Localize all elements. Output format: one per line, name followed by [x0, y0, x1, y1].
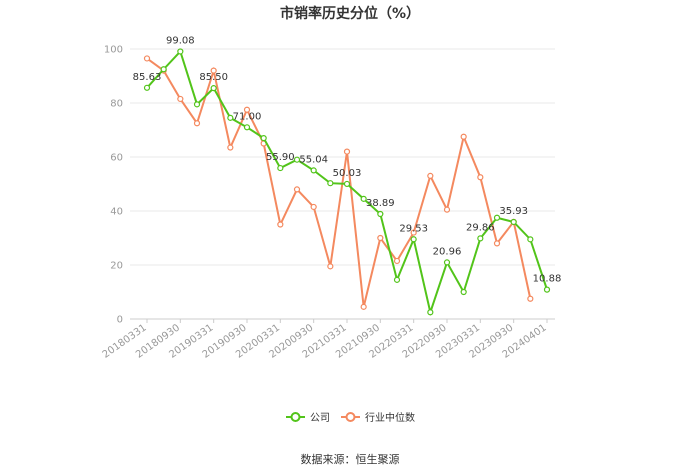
data-point — [427, 172, 434, 179]
data-point — [510, 218, 517, 226]
data-point — [377, 234, 384, 242]
data-point — [343, 148, 351, 155]
y-axis: 0 20 40 60 80 100 — [104, 45, 123, 326]
data-label: 55.90 — [266, 152, 295, 163]
data-point — [377, 210, 384, 218]
data-point — [193, 101, 201, 108]
data-point — [310, 203, 317, 211]
data-point — [210, 67, 217, 74]
data-point — [410, 229, 417, 236]
data-label: 20.96 — [433, 246, 462, 257]
data-point — [227, 114, 234, 121]
data-labels: 85.63 99.08 85.50 71.00 55.90 55.04 50.03 38.89… — [133, 35, 562, 284]
legend-marker-industry-median — [345, 412, 356, 422]
source-note: 数据来源：恒生聚源 — [301, 452, 400, 466]
data-point — [493, 214, 501, 221]
chart-title: 市销率历史分位（%） — [280, 5, 420, 22]
data-point — [227, 144, 234, 151]
data-point — [260, 135, 267, 142]
data-point — [327, 180, 334, 187]
data-point — [493, 240, 501, 247]
data-label: 85.63 — [133, 72, 162, 83]
x-axis: 2018033120180930201903312019093020200331… — [101, 319, 549, 361]
legend: 公司 行业中位数 — [286, 411, 415, 424]
data-point — [527, 295, 534, 302]
data-point — [410, 236, 417, 243]
data-point — [210, 85, 217, 92]
data-point — [277, 164, 284, 172]
data-point — [427, 309, 434, 316]
data-point — [393, 257, 401, 265]
y-tick-label: 60 — [110, 153, 123, 164]
data-point — [293, 156, 301, 163]
data-point — [143, 84, 151, 91]
data-point — [543, 286, 551, 293]
y-tick-label: 40 — [110, 207, 123, 218]
legend-item-company[interactable]: 公司 — [286, 412, 330, 424]
data-point — [243, 124, 251, 131]
data-point — [443, 206, 451, 213]
grid — [130, 48, 555, 320]
data-point — [460, 133, 467, 140]
data-point — [460, 288, 467, 296]
data-label: 38.89 — [366, 198, 395, 209]
data-label: 29.86 — [466, 222, 495, 233]
data-point — [193, 120, 201, 127]
data-point — [277, 221, 284, 228]
data-point — [343, 180, 351, 188]
data-label: 50.03 — [333, 168, 362, 179]
data-point — [143, 55, 151, 62]
data-label: 99.08 — [166, 35, 195, 46]
data-label: 71.00 — [233, 111, 262, 122]
data-point — [160, 66, 167, 73]
data-label: 35.93 — [499, 206, 528, 217]
data-point — [477, 235, 484, 242]
data-point — [443, 259, 451, 266]
legend-label-company: 公司 — [310, 413, 330, 424]
y-tick-label: 80 — [110, 99, 123, 110]
data-label: 85.50 — [199, 72, 228, 83]
legend-item-industry-median[interactable]: 行业中位数 — [341, 411, 415, 424]
data-point — [360, 303, 367, 310]
data-point — [310, 167, 317, 174]
data-point — [477, 174, 484, 181]
data-point — [393, 276, 401, 283]
data-point — [293, 186, 301, 193]
legend-label-industry-median: 行业中位数 — [365, 411, 415, 424]
data-point — [327, 263, 334, 270]
legend-marker-company — [290, 412, 301, 422]
series-layer — [143, 48, 551, 316]
y-tick-label: 0 — [117, 315, 123, 326]
y-tick-label: 20 — [110, 261, 123, 272]
y-tick-label: 100 — [104, 45, 123, 56]
data-point — [360, 195, 367, 202]
data-point — [177, 48, 184, 55]
data-label: 55.04 — [299, 154, 328, 165]
data-point — [243, 106, 251, 113]
series-line — [146, 57, 532, 308]
data-point — [177, 95, 184, 103]
data-label: 29.53 — [399, 223, 428, 234]
data-label: 10.88 — [533, 274, 562, 285]
data-point — [527, 236, 534, 243]
